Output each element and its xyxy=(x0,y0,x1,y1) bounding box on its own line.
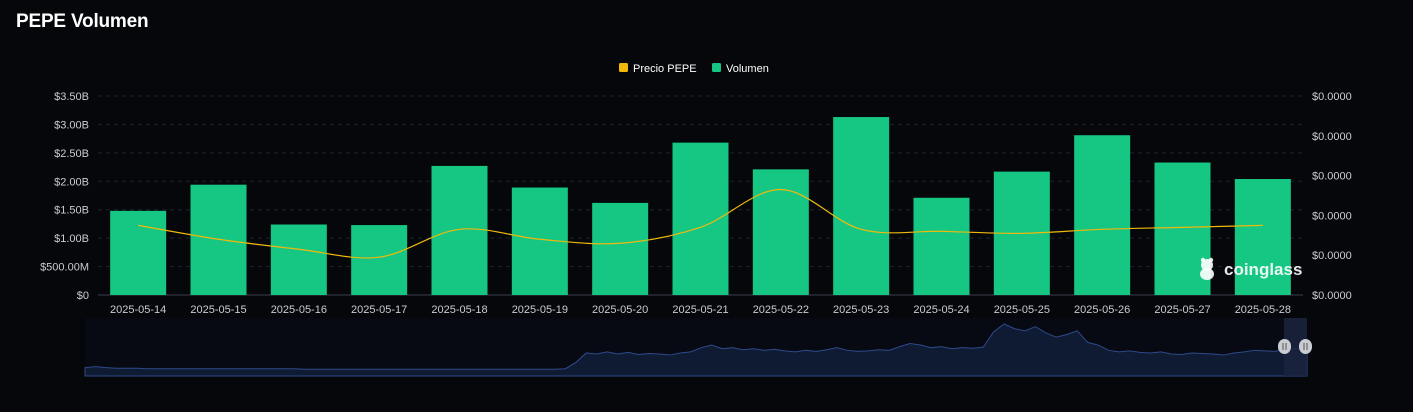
volume-bar[interactable] xyxy=(431,165,488,295)
price-line[interactable] xyxy=(138,188,1263,259)
legend-volume-label[interactable]: Volumen xyxy=(726,63,769,75)
volume-bar[interactable] xyxy=(1074,135,1131,295)
y-left-tick-label: $500.00M xyxy=(40,262,89,274)
volume-bar[interactable] xyxy=(672,142,729,295)
watermark-text: coinglass xyxy=(1224,260,1302,279)
overview-selection[interactable] xyxy=(1284,318,1307,376)
volume-bar[interactable] xyxy=(270,224,327,295)
x-tick-label: 2025-05-17 xyxy=(351,304,407,316)
overview-left-handle[interactable] xyxy=(1278,339,1291,354)
x-tick-label: 2025-05-21 xyxy=(672,304,728,316)
x-tick-label: 2025-05-25 xyxy=(994,304,1050,316)
x-tick-label: 2025-05-26 xyxy=(1074,304,1130,316)
y-right-tick-label: $0.0000 xyxy=(1312,171,1352,183)
y-left-tick-label: $3.50B xyxy=(54,91,89,103)
volume-bars xyxy=(110,117,1291,295)
volume-bar[interactable] xyxy=(752,169,809,295)
coinglass-watermark: coinglass xyxy=(1200,257,1302,280)
x-tick-label: 2025-05-27 xyxy=(1154,304,1210,316)
x-tick-label: 2025-05-22 xyxy=(753,304,809,316)
x-tick-label: 2025-05-28 xyxy=(1235,304,1291,316)
y-left-tick-label: $1.50B xyxy=(54,205,89,217)
legend-price-label[interactable]: Precio PEPE xyxy=(633,63,697,75)
y-left-tick-label: $2.50B xyxy=(54,148,89,160)
volume-bar[interactable] xyxy=(1234,179,1291,295)
x-axis-ticks: 2025-05-14 2025-05-15 2025-05-16 2025-05-17… xyxy=(110,304,1291,316)
x-tick-label: 2025-05-15 xyxy=(190,304,246,316)
x-tick-label: 2025-05-16 xyxy=(271,304,327,316)
y-left-tick-label: $0 xyxy=(77,290,89,302)
x-tick-label: 2025-05-24 xyxy=(913,304,969,316)
y-left-tick-label: $1.00B xyxy=(54,233,89,245)
y-left-tick-label: $3.00B xyxy=(54,119,89,131)
volume-bar[interactable] xyxy=(592,202,649,295)
volume-bar[interactable] xyxy=(833,117,890,295)
volume-bar[interactable] xyxy=(913,197,970,295)
y-right-tick-label: $0.0000 xyxy=(1312,91,1352,103)
x-tick-label: 2025-05-14 xyxy=(110,304,166,316)
y-right-tick-label: $0.0000 xyxy=(1312,210,1352,222)
y-right-tick-label: $0.0000 xyxy=(1312,131,1352,143)
overview-navigator[interactable] xyxy=(84,318,1312,377)
right-axis-ticks: $0.0000 $0.0000 $0.0000 $0.0000 $0.0000 $0.00… xyxy=(1312,91,1352,302)
overview-area xyxy=(84,323,1308,377)
chart-legend[interactable]: Precio PEPE Volumen xyxy=(619,63,769,75)
y-right-tick-label: $0.0000 xyxy=(1312,290,1352,302)
x-tick-label: 2025-05-23 xyxy=(833,304,889,316)
y-right-tick-label: $0.0000 xyxy=(1312,250,1352,262)
volume-bar[interactable] xyxy=(351,225,408,295)
x-tick-label: 2025-05-20 xyxy=(592,304,648,316)
x-tick-label: 2025-05-18 xyxy=(431,304,487,316)
x-tick-label: 2025-05-19 xyxy=(512,304,568,316)
page-title: PEPE Volumen xyxy=(16,11,149,32)
legend-volume-swatch[interactable] xyxy=(712,63,721,72)
price-line-layer xyxy=(138,188,1263,259)
overview-right-handle[interactable] xyxy=(1299,339,1312,354)
volume-bar[interactable] xyxy=(110,210,167,295)
legend-price-swatch[interactable] xyxy=(619,63,628,72)
y-left-tick-label: $2.00B xyxy=(54,176,89,188)
coinglass-logo-icon xyxy=(1200,257,1214,280)
left-axis-ticks: $0 $500.00M $1.00B $1.50B $2.00B $2.50B $3.00B… xyxy=(40,91,89,302)
